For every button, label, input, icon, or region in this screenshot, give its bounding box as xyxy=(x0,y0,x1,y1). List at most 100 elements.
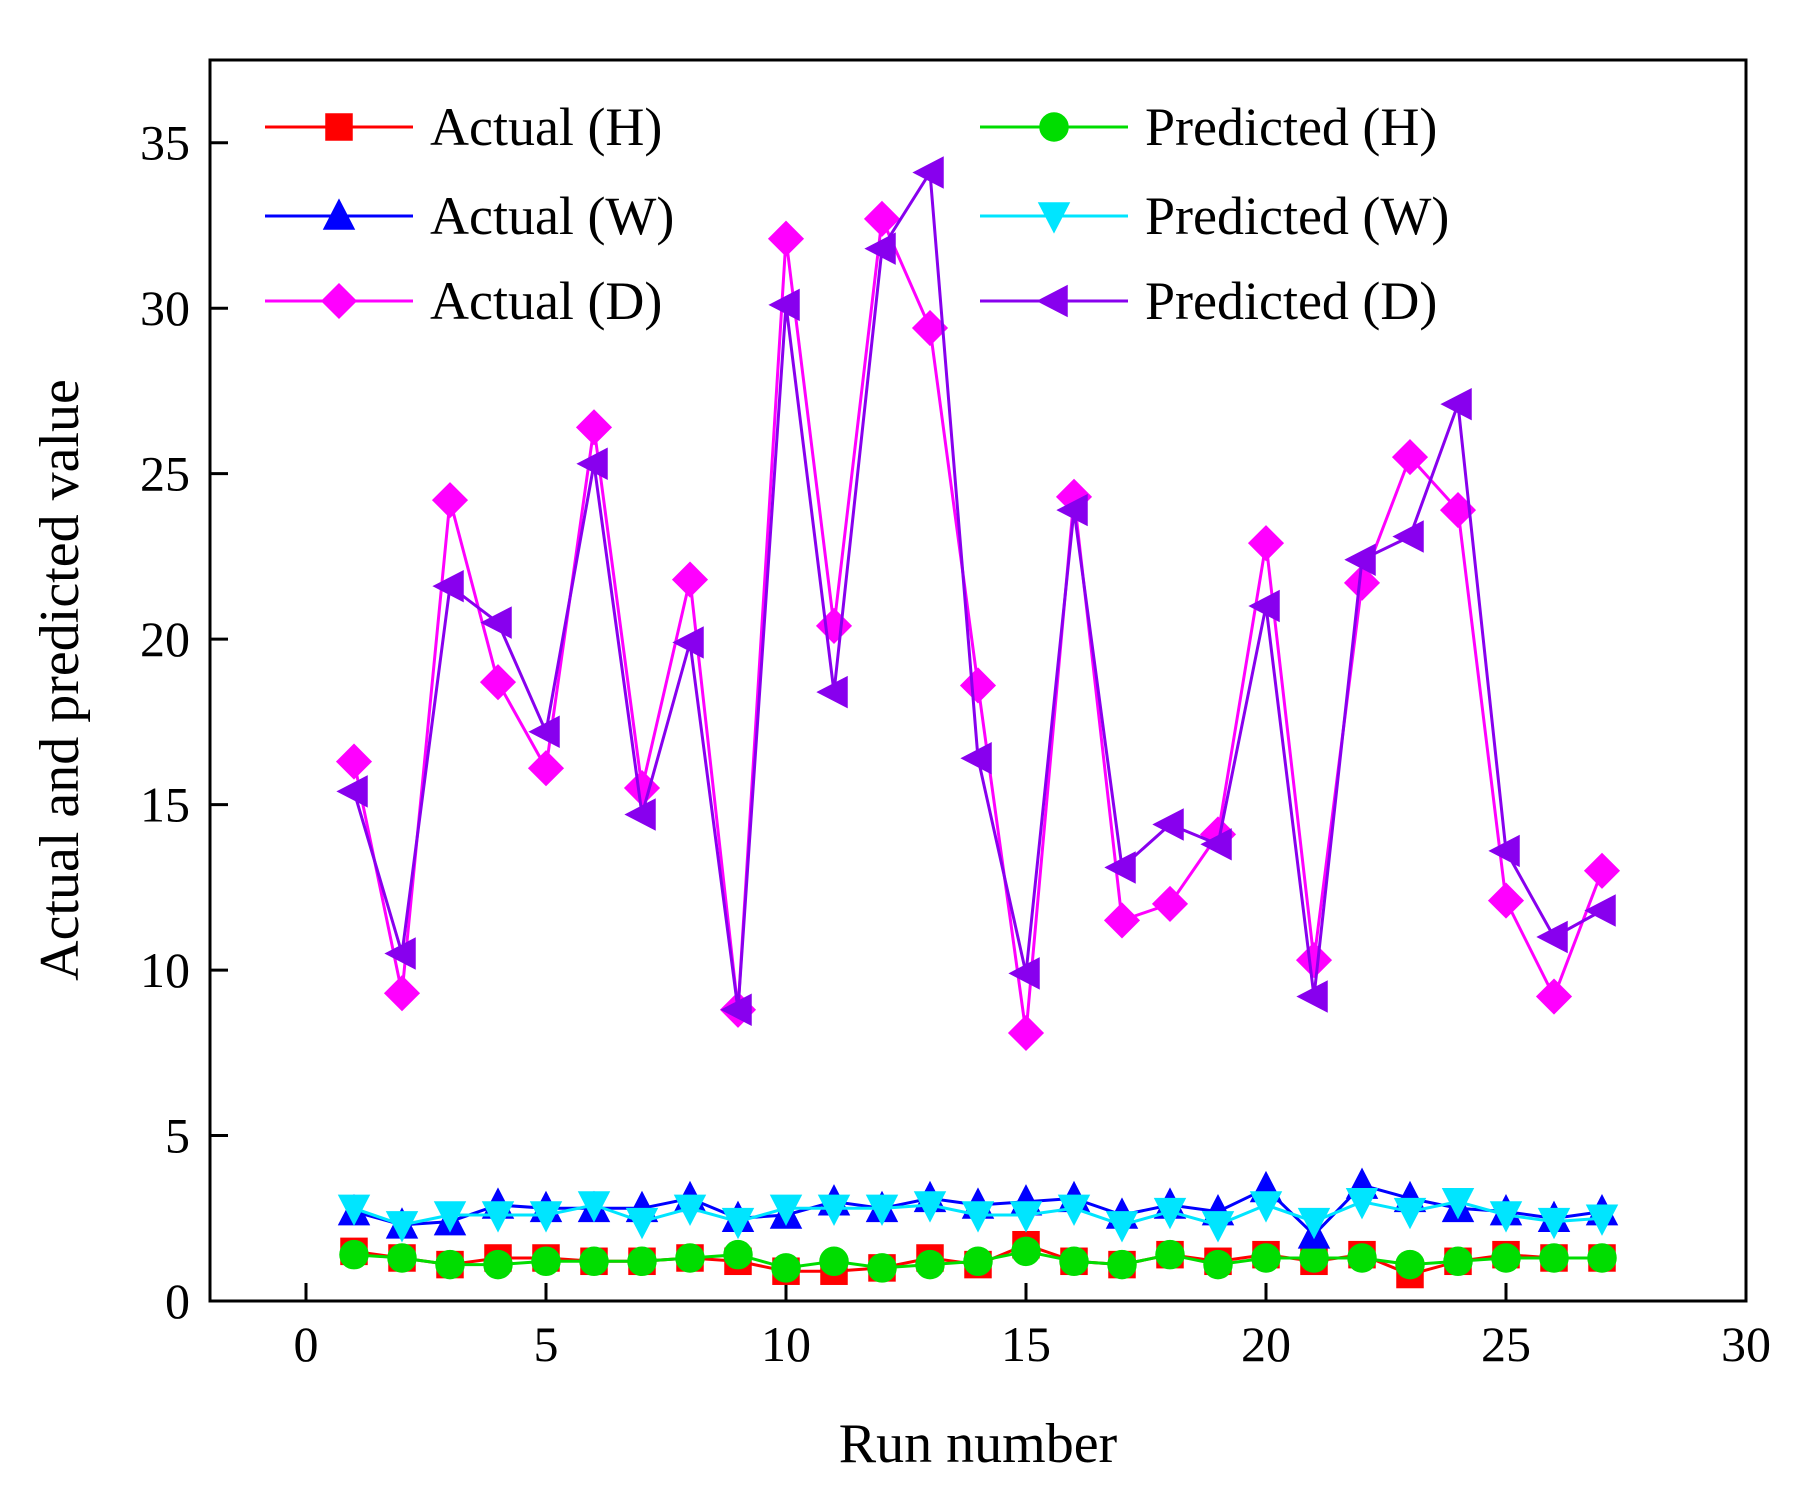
data-point-predicted-d xyxy=(1584,894,1616,927)
data-point-predicted-d xyxy=(1536,920,1568,954)
data-point-predicted-h xyxy=(627,1246,657,1277)
data-point-predicted-d xyxy=(336,775,368,808)
data-point-actual-d xyxy=(959,667,997,704)
legend-item-predicted-h: Predicted (H) xyxy=(980,97,1437,157)
data-point-predicted-w xyxy=(529,1201,563,1233)
data-point-predicted-d xyxy=(720,993,752,1027)
data-point-actual-d xyxy=(527,750,565,787)
data-point-predicted-w xyxy=(1393,1197,1427,1230)
data-point-predicted-h xyxy=(531,1246,561,1277)
legend-item-actual-h: Actual (H) xyxy=(265,97,662,157)
data-point-predicted-d xyxy=(816,675,848,709)
data-point-predicted-h xyxy=(675,1243,705,1273)
data-point-predicted-h xyxy=(579,1246,609,1277)
data-point-actual-d xyxy=(383,975,421,1012)
data-point-predicted-d xyxy=(1296,980,1328,1013)
legend-label: Predicted (D) xyxy=(1145,271,1437,331)
x-tick-label: 30 xyxy=(1721,1316,1771,1372)
data-point-predicted-d xyxy=(1008,957,1040,990)
y-tick-label: 15 xyxy=(140,777,190,833)
data-point-predicted-w xyxy=(673,1194,707,1226)
data-point-actual-d xyxy=(863,200,901,237)
x-tick-label: 10 xyxy=(761,1316,811,1372)
data-point-predicted-h xyxy=(435,1249,465,1280)
data-point-predicted-d xyxy=(480,606,512,639)
legend-label: Actual (D) xyxy=(430,271,662,331)
data-point-predicted-w xyxy=(721,1207,755,1240)
legend-label: Actual (W) xyxy=(430,186,674,246)
series-layer xyxy=(335,156,1621,1289)
data-point-predicted-w xyxy=(1297,1207,1331,1240)
legend-label: Actual (H) xyxy=(430,97,662,157)
data-point-actual-d xyxy=(575,409,613,446)
x-tick-label: 20 xyxy=(1241,1316,1291,1372)
data-point-actual-d xyxy=(1391,439,1429,476)
data-point-predicted-h xyxy=(771,1253,801,1283)
plot-frame xyxy=(208,58,1748,1303)
data-point-predicted-w xyxy=(385,1211,419,1243)
data-point-predicted-w xyxy=(961,1201,995,1233)
x-axis-title: Run number xyxy=(839,1413,1118,1475)
y-axis-title: Actual and predicted value xyxy=(29,379,91,981)
data-point-predicted-h xyxy=(1107,1249,1137,1280)
axes: 0 5 10 15 20 25 30 0 5 10 15 20 25 30 35 xyxy=(140,115,1771,1372)
data-point-actual-d xyxy=(479,664,517,701)
y-tick-label: 0 xyxy=(165,1273,190,1329)
legend-marker xyxy=(325,113,353,141)
x-tick-label: 15 xyxy=(1001,1316,1051,1372)
data-point-predicted-w xyxy=(1345,1187,1379,1220)
data-point-predicted-h xyxy=(1443,1246,1473,1277)
legend-label: Predicted (W) xyxy=(1145,186,1449,246)
data-point-actual-d xyxy=(1583,852,1621,889)
data-point-predicted-d xyxy=(768,288,800,322)
data-point-predicted-h xyxy=(1251,1243,1281,1273)
legend-item-predicted-w: Predicted (W) xyxy=(980,186,1449,246)
data-point-predicted-d xyxy=(1152,808,1184,841)
data-point-predicted-w xyxy=(913,1191,947,1223)
data-point-predicted-d xyxy=(432,569,464,603)
data-point-predicted-h xyxy=(1587,1243,1617,1273)
data-point-predicted-w xyxy=(625,1207,659,1240)
data-point-predicted-d xyxy=(1056,493,1088,527)
data-point-actual-d xyxy=(1247,525,1285,562)
y-tick-label: 5 xyxy=(165,1108,190,1164)
series-actual-d xyxy=(335,200,1621,1052)
data-point-predicted-d xyxy=(1392,520,1424,553)
data-point-predicted-h xyxy=(915,1249,945,1280)
y-tick-label: 35 xyxy=(140,115,190,171)
legend-label: Predicted (H) xyxy=(1145,97,1437,157)
data-point-predicted-w xyxy=(1249,1191,1283,1223)
data-point-predicted-h xyxy=(819,1246,849,1277)
data-point-predicted-d xyxy=(1488,834,1520,868)
data-point-predicted-d xyxy=(1248,589,1280,623)
data-point-actual-d xyxy=(671,561,709,598)
data-point-predicted-w xyxy=(1489,1201,1523,1233)
data-point-predicted-w xyxy=(1585,1204,1619,1236)
data-point-predicted-w xyxy=(1105,1211,1139,1243)
data-point-predicted-h xyxy=(867,1253,897,1283)
data-point-predicted-d xyxy=(672,626,704,659)
data-point-predicted-d xyxy=(912,156,944,189)
data-point-predicted-w xyxy=(865,1194,899,1226)
data-point-actual-d xyxy=(767,220,805,257)
data-point-predicted-d xyxy=(384,937,416,970)
data-point-predicted-d xyxy=(1104,851,1136,884)
data-point-actual-d xyxy=(1007,1014,1045,1052)
data-point-predicted-h xyxy=(1155,1239,1185,1270)
legend-marker xyxy=(1039,112,1069,142)
data-point-predicted-w xyxy=(577,1191,611,1223)
data-point-predicted-h xyxy=(1203,1249,1233,1280)
data-point-predicted-h xyxy=(1395,1249,1425,1280)
series-predicted-w xyxy=(337,1187,1619,1243)
data-point-predicted-d xyxy=(576,447,608,480)
data-point-actual-d xyxy=(335,743,373,780)
y-tick-label: 20 xyxy=(140,611,190,667)
data-point-actual-d xyxy=(1295,942,1333,979)
data-point-predicted-w xyxy=(1537,1207,1571,1240)
data-point-predicted-w xyxy=(481,1201,515,1233)
x-tick-label: 25 xyxy=(1481,1316,1531,1372)
data-point-actual-d xyxy=(431,482,469,519)
legend-marker xyxy=(1037,202,1071,234)
series-line-actual-d xyxy=(352,213,1604,1034)
data-point-predicted-h xyxy=(723,1239,753,1270)
